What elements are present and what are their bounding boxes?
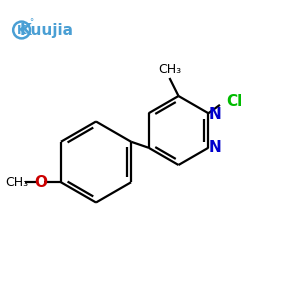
Text: Cl: Cl — [226, 94, 243, 109]
Text: °: ° — [29, 18, 33, 27]
Text: Kuujia: Kuujia — [20, 22, 74, 38]
Text: CH₃: CH₃ — [5, 176, 28, 189]
Text: N: N — [208, 140, 221, 155]
Text: K: K — [17, 23, 26, 37]
Text: O: O — [34, 175, 47, 190]
Text: N: N — [208, 107, 221, 122]
Text: CH₃: CH₃ — [158, 63, 181, 76]
